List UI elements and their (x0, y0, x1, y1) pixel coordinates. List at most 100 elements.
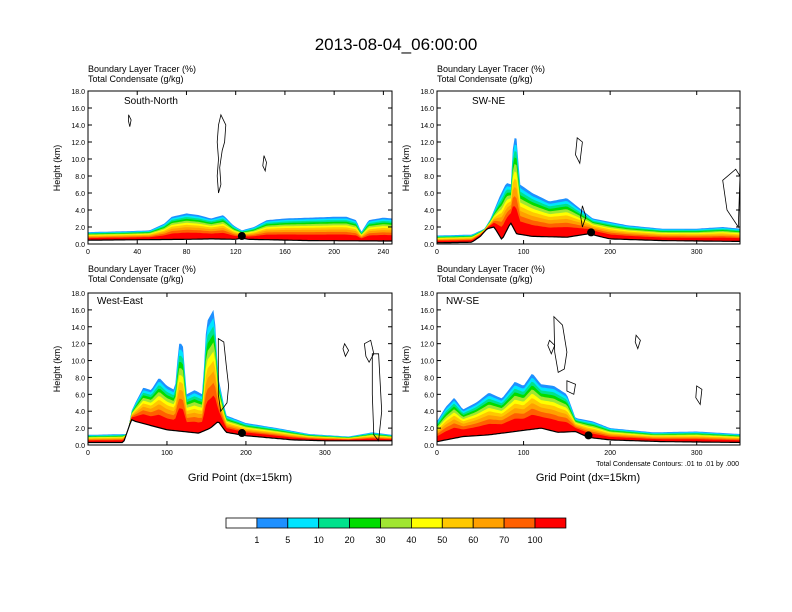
colorbar-label: 5 (285, 535, 290, 545)
x-axis-label: Grid Point (dx=15km) (536, 472, 640, 484)
condensate-contour (342, 342, 350, 358)
terrain-fill (88, 419, 392, 445)
colorbar-label: 40 (406, 535, 416, 545)
condensate-contour (580, 205, 587, 228)
x-tick-label: 200 (328, 249, 340, 256)
y-tick-label: 2.0 (75, 426, 85, 433)
x-tick-label: 0 (435, 249, 439, 256)
panel-label-tracer: Boundary Layer Tracer (%) (437, 264, 545, 274)
colorbar-label: 70 (499, 535, 509, 545)
panel-label-condensate: Total Condensate (g/kg) (437, 74, 533, 84)
x-tick-label: 240 (378, 249, 390, 256)
y-tick-label: 6.0 (75, 191, 85, 198)
colorbar-label: 50 (437, 535, 447, 545)
panel-title: South-North (124, 96, 178, 107)
terrain-fill (437, 223, 740, 244)
condensate-contour (566, 380, 576, 395)
condensate-contour (128, 114, 132, 127)
colorbar-swatch (318, 517, 351, 529)
condensate-contour (695, 385, 703, 406)
colorbar-label: 1 (254, 535, 259, 545)
condensate-contour (634, 334, 641, 350)
y-axis-label: Height (km) (52, 346, 62, 393)
plot-contents (437, 315, 740, 445)
panel-title: SW-NE (472, 96, 505, 107)
panel-sw-ne: Boundary Layer Tracer (%) Total Condensa… (401, 64, 741, 256)
condensate-contour (575, 137, 583, 165)
x-tick-label: 0 (86, 249, 90, 256)
tracer-band-10 (437, 414, 740, 443)
y-tick-label: 18.0 (71, 291, 85, 298)
panel-label-tracer: Boundary Layer Tracer (%) (437, 64, 545, 74)
x-tick-label: 300 (319, 450, 331, 457)
plot-contents (437, 137, 740, 244)
plot-contents (88, 309, 392, 445)
y-tick-label: 2.0 (424, 426, 434, 433)
y-tick-label: 10.0 (71, 157, 85, 164)
plot-frame (436, 292, 741, 446)
plot-area: 0.0 2.0 4.0 6.0 8.0 10.0 12.0 14.0 16.0 18.0 0 100 2… (420, 291, 741, 457)
y-axis-label: Height (km) (401, 346, 411, 393)
y-tick-label: 8.0 (424, 375, 434, 382)
y-axis-label: Height (km) (401, 145, 411, 192)
y-axis-label: Height (km) (52, 145, 62, 192)
colorbar-swatch (410, 517, 443, 529)
colorbar-swatch (225, 517, 258, 529)
y-tick-label: 8.0 (424, 174, 434, 181)
colorbar-swatch (503, 517, 536, 529)
y-tick-label: 18.0 (420, 291, 434, 298)
tracer-band-10 (437, 206, 740, 243)
colorbar-swatch (380, 517, 412, 529)
condensate-contour (547, 339, 556, 355)
y-tick-label: 16.0 (420, 308, 434, 315)
y-tick-label: 2.0 (75, 225, 85, 232)
colorbar-label: 20 (345, 535, 355, 545)
panel-label-condensate: Total Condensate (g/kg) (437, 274, 533, 284)
y-tick-label: 18.0 (71, 89, 85, 96)
panel-west-east: Boundary Layer Tracer (%) Total Condensa… (52, 264, 393, 484)
plot-contents (88, 113, 392, 244)
colorbar-swatch (287, 517, 320, 529)
y-tick-label: 12.0 (420, 140, 434, 147)
panel-label-condensate: Total Condensate (g/kg) (88, 274, 184, 284)
tracer-band-8 (437, 403, 740, 443)
y-tick-label: 16.0 (71, 106, 85, 113)
y-tick-label: 14.0 (420, 325, 434, 332)
y-tick-label: 10.0 (71, 359, 85, 366)
colorbar-swatch (349, 517, 381, 529)
x-tick-label: 100 (518, 450, 530, 457)
y-tick-label: 16.0 (420, 106, 434, 113)
y-tick-label: 8.0 (75, 375, 85, 382)
y-tick-label: 2.0 (424, 225, 434, 232)
location-marker (237, 232, 246, 241)
condensate-contour (262, 155, 267, 173)
condensate-contour (216, 113, 227, 194)
y-tick-label: 4.0 (75, 208, 85, 215)
y-tick-label: 18.0 (420, 89, 434, 96)
colorbar-label: 60 (468, 535, 478, 545)
colorbar-swatch (534, 517, 567, 529)
panel-title: NW-SE (446, 296, 479, 307)
x-tick-label: 0 (435, 450, 439, 457)
plot-frame (87, 90, 393, 245)
condensate-contour (217, 337, 230, 413)
x-tick-label: 300 (691, 450, 703, 457)
panel-nw-se: Boundary Layer Tracer (%) Total Condensa… (401, 264, 741, 484)
y-tick-label: 14.0 (420, 123, 434, 130)
plot-frame (436, 90, 741, 245)
y-tick-label: 6.0 (424, 392, 434, 399)
panel-label-condensate: Total Condensate (g/kg) (88, 74, 184, 84)
y-tick-label: 0.0 (424, 242, 434, 249)
tracer-band-9 (437, 408, 740, 443)
panel-label-tracer: Boundary Layer Tracer (%) (88, 64, 196, 74)
y-tick-label: 12.0 (71, 140, 85, 147)
x-tick-label: 200 (604, 249, 616, 256)
colorbar: 1 5 10 20 30 40 50 60 70 100 (225, 517, 567, 545)
colorbar-swatch (472, 517, 505, 529)
x-tick-label: 40 (133, 249, 141, 256)
y-tick-label: 16.0 (71, 308, 85, 315)
plot-area: 0.0 2.0 4.0 6.0 8.0 10.0 12.0 14.0 16.0 18.0 0 100 2… (420, 89, 741, 256)
x-tick-label: 300 (691, 249, 703, 256)
x-tick-label: 100 (161, 450, 173, 457)
contour-footnote: Total Condensate Contours: .01 to .01 by… (596, 461, 739, 468)
